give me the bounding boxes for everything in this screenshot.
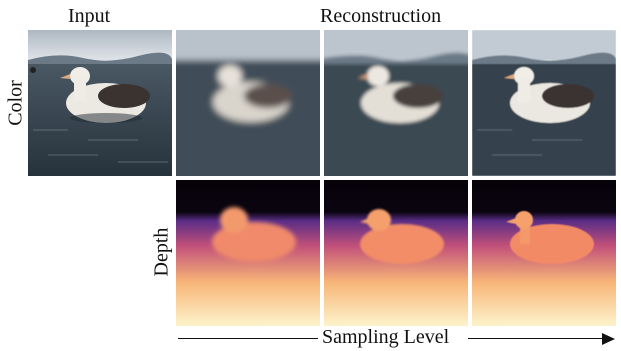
axis-line-left — [178, 338, 318, 340]
reconstruction-color-level-3 — [472, 30, 616, 176]
input-column-header: Input — [68, 5, 111, 27]
sampling-level-label: Sampling Level — [318, 326, 454, 348]
reconstruction-color-level-1 — [176, 30, 320, 176]
reconstruction-depth-level-2 — [324, 180, 468, 326]
reconstruction-depth-level-3 — [472, 180, 616, 326]
reconstruction-depth-level-1 — [176, 180, 320, 326]
reconstruction-color-level-2 — [324, 30, 468, 176]
axis-line-right — [468, 338, 606, 340]
depth-row-label: Depth — [150, 227, 173, 277]
color-row-label: Color — [4, 80, 27, 126]
input-color-image — [28, 30, 172, 176]
sampling-level-axis: Sampling Level — [178, 326, 618, 349]
reconstruction-column-header: Reconstruction — [320, 5, 442, 27]
arrow-right-icon — [602, 333, 615, 345]
